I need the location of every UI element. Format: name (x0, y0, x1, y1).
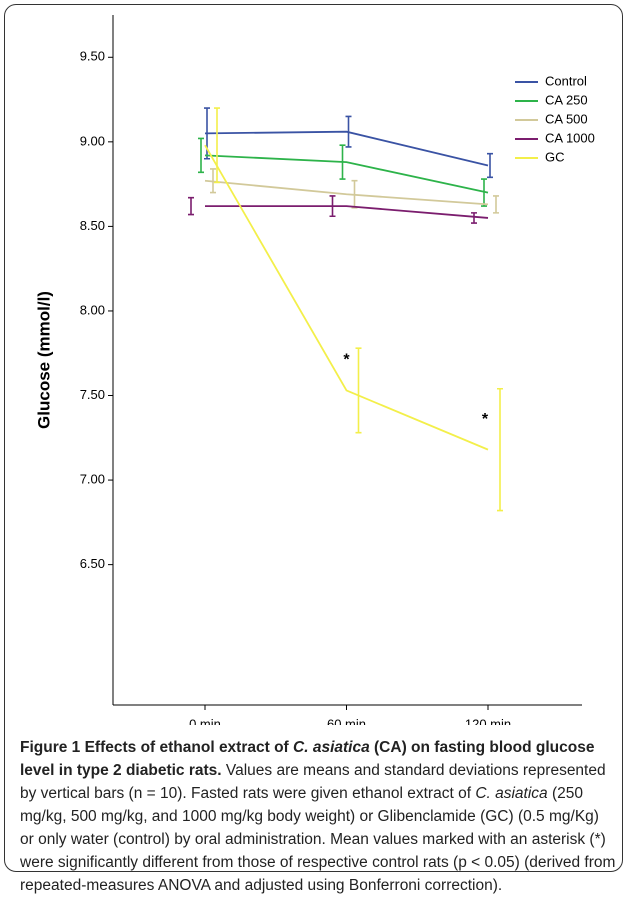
error-bar (487, 152, 493, 179)
series-line (204, 179, 489, 206)
x-tick-label: 60 min (327, 716, 366, 725)
annotation: * (343, 352, 350, 369)
annotation: * (482, 411, 489, 428)
error-bar (355, 347, 362, 434)
legend-label: CA 500 (545, 111, 588, 126)
caption: Figure 1 Effects of ethanol extract of C… (20, 736, 616, 897)
legend-label: CA 1000 (545, 130, 595, 145)
error-bar (345, 115, 352, 148)
error-bar (493, 195, 499, 214)
series-line (204, 130, 489, 167)
error-bar (329, 195, 336, 218)
error-bar (481, 178, 487, 207)
y-tick-label: 8.00 (80, 302, 105, 317)
caption-species: C. asiatica (293, 739, 370, 756)
y-axis-label: Glucose (mmol/l) (34, 291, 53, 429)
caption-title: C. asiatica (293, 739, 370, 756)
y-tick-label: 7.50 (80, 387, 105, 402)
series-line (204, 144, 489, 451)
chart: Glucose (mmol/l) 6.50 7.00 7.50 8.00 8.50 9.0… (34, 15, 595, 725)
y-tick-label: 7.00 (80, 472, 105, 487)
error-bar (339, 144, 346, 180)
x-tick-label: 120 min (465, 716, 511, 725)
legend-label: Control (545, 73, 587, 88)
legend-label: CA 250 (545, 92, 588, 107)
error-bar (188, 196, 194, 216)
y-tick-label: 8.50 (80, 218, 105, 233)
error-bar (198, 137, 204, 174)
y-tick-label: 9.00 (80, 133, 105, 148)
caption-species: C. asiatica (475, 785, 548, 802)
error-bar (214, 107, 220, 184)
figure-frame (4, 4, 623, 872)
caption-title: Figure 1 Effects of ethanol extract of (20, 739, 294, 756)
series-line (204, 154, 489, 194)
error-bar (471, 212, 477, 224)
error-bar (497, 387, 503, 512)
series-line (205, 205, 489, 219)
caption-title: (CA) on fasting blood glucose level in t… (20, 739, 595, 779)
y-tick-label: 9.50 (80, 49, 105, 64)
legend-label: GC (545, 149, 565, 164)
x-tick-label: 0 min (189, 716, 221, 725)
error-bar (210, 168, 216, 194)
y-tick-label: 6.50 (80, 556, 105, 571)
caption-text: Values are means and standard deviations… (20, 762, 606, 802)
